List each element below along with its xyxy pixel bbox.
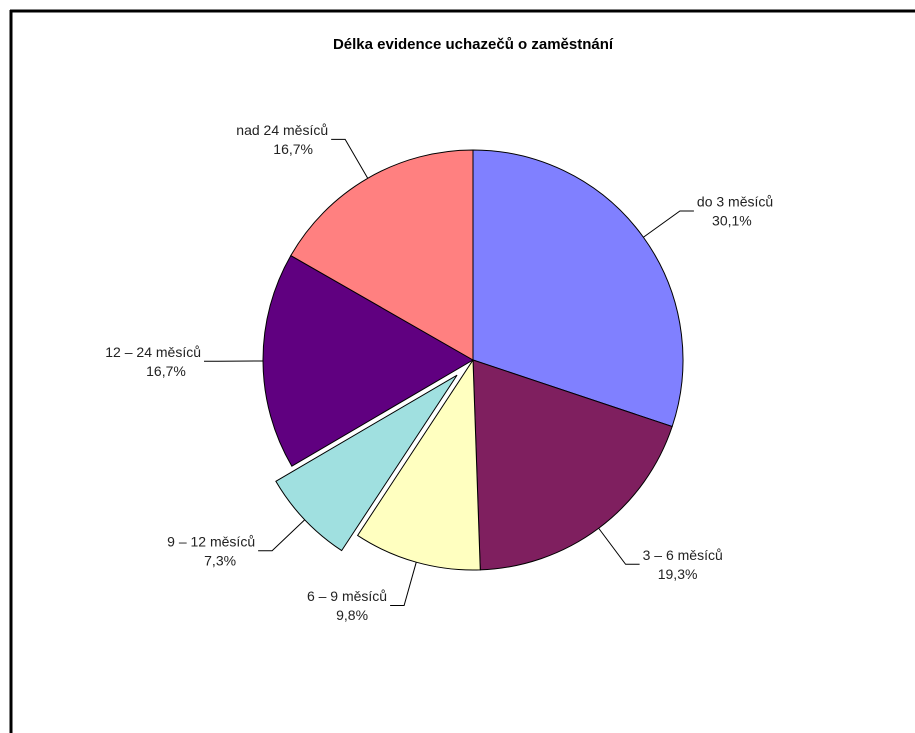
leader-line (258, 519, 306, 552)
chart-title: Délka evidence uchazečů o zaměstnání (333, 36, 614, 53)
slice-value-label: 19,3% (658, 566, 698, 582)
slice-value-label: 16,7% (146, 363, 186, 379)
leader-line (331, 138, 369, 179)
leader-line (390, 562, 417, 607)
pie-slice (290, 149, 474, 361)
slice-label: 6 – 9 měsíců (307, 588, 387, 604)
slice-value-label: 30,1% (712, 213, 752, 229)
pie-slice (356, 358, 481, 571)
slice-label: 3 – 6 měsíců (643, 547, 723, 563)
pie-slice (262, 254, 474, 467)
slice-value-label: 7,3% (204, 552, 236, 568)
pie-slice (472, 149, 684, 428)
leader-line (598, 527, 640, 565)
slice-value-label: 9,8% (336, 607, 368, 623)
slice-label: do 3 měsíců (697, 194, 773, 210)
slice-label: 9 – 12 měsíců (167, 533, 255, 549)
slice-label: nad 24 měsíců (236, 122, 328, 138)
slice-value-label: 16,7% (273, 141, 313, 157)
slice-label: 12 – 24 měsíců (105, 344, 201, 360)
leader-line (643, 210, 694, 238)
pie-slice (472, 359, 673, 571)
